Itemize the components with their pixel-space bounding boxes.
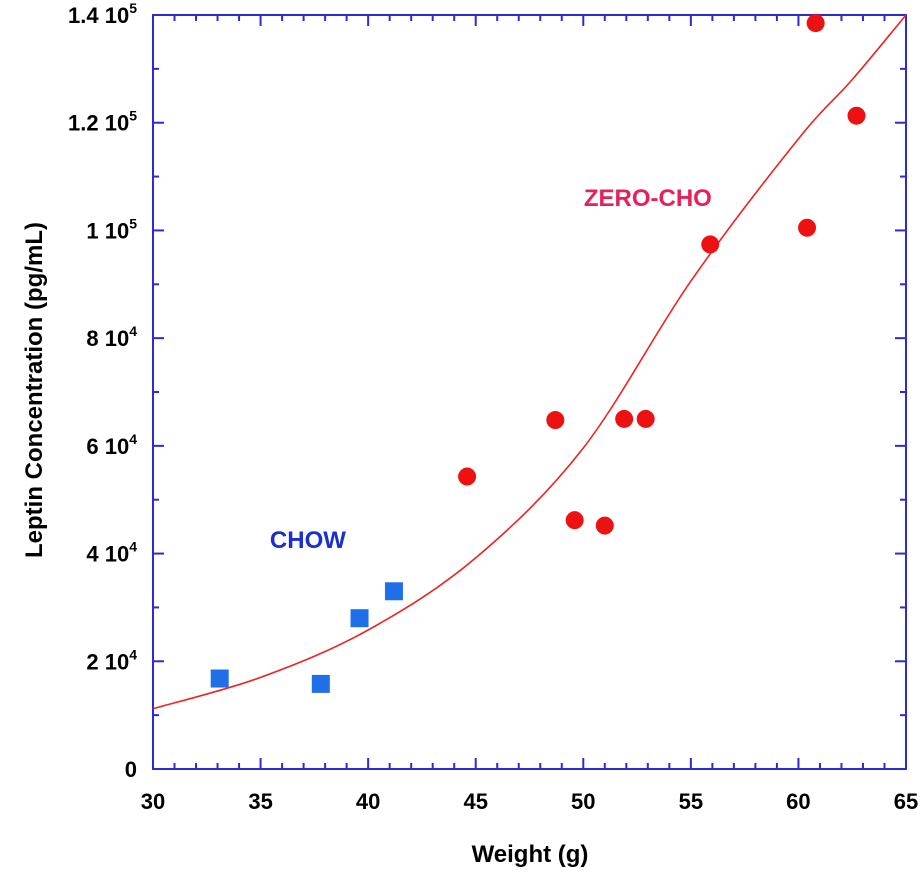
zero-cho-point xyxy=(458,467,477,486)
y-tick-label: 0 xyxy=(125,757,137,782)
x-tick-label: 35 xyxy=(248,789,272,814)
series-annotation: CHOW xyxy=(270,527,346,554)
fit-curve xyxy=(152,14,907,710)
x-axis-ticks xyxy=(152,15,907,769)
zero-cho-point xyxy=(806,14,825,33)
y-tick-label: 1.4 105 xyxy=(68,0,137,28)
zero-cho-point xyxy=(595,516,614,535)
y-tick-label: 8 104 xyxy=(86,323,137,351)
fit-curve-group xyxy=(152,14,907,710)
plot-area-frame xyxy=(152,14,907,770)
x-tick-label: 55 xyxy=(679,789,703,814)
chow-point xyxy=(210,669,229,688)
y-axis-ticks xyxy=(153,14,906,770)
series-annotation: ZERO-CHO xyxy=(584,185,712,212)
y-tick-label: 1.2 105 xyxy=(68,108,137,136)
zero-cho-point xyxy=(701,235,720,254)
x-tick-label: 50 xyxy=(571,789,595,814)
zero-cho-point xyxy=(546,411,565,430)
y-tick-label: 6 104 xyxy=(86,431,137,459)
chow-point xyxy=(384,582,403,601)
x-tick-label: 30 xyxy=(141,789,165,814)
zero-cho-point xyxy=(565,511,584,530)
x-axis-title: Weight (g) xyxy=(472,841,589,868)
x-tick-label: 60 xyxy=(786,789,810,814)
y-tick-label: 1 105 xyxy=(86,215,137,243)
plot-frame xyxy=(152,14,907,770)
zero-cho-point xyxy=(615,409,634,428)
annotations: CHOW ZERO-CHO xyxy=(270,185,712,554)
zero-cho-point xyxy=(847,106,866,125)
y-tick-label: 2 104 xyxy=(86,646,137,674)
x-tick-label: 45 xyxy=(463,789,487,814)
x-tick-label: 40 xyxy=(356,789,380,814)
chow-point xyxy=(350,609,369,628)
zero-cho-point xyxy=(798,218,817,237)
data-points xyxy=(210,14,866,693)
x-axis-tick-labels: 30 35 40 45 50 55 60 65 xyxy=(141,789,918,814)
y-axis-tick-labels: 0 2 104 4 104 6 104 8 104 1 105 1.2 105 1.4 105 xyxy=(68,0,137,782)
y-tick-label: 4 104 xyxy=(86,539,137,567)
y-axis-title: Leptin Concentration (pg/mL) xyxy=(21,222,48,558)
zero-cho-point xyxy=(636,409,655,428)
x-tick-label: 65 xyxy=(894,789,918,814)
chow-point xyxy=(311,674,330,693)
